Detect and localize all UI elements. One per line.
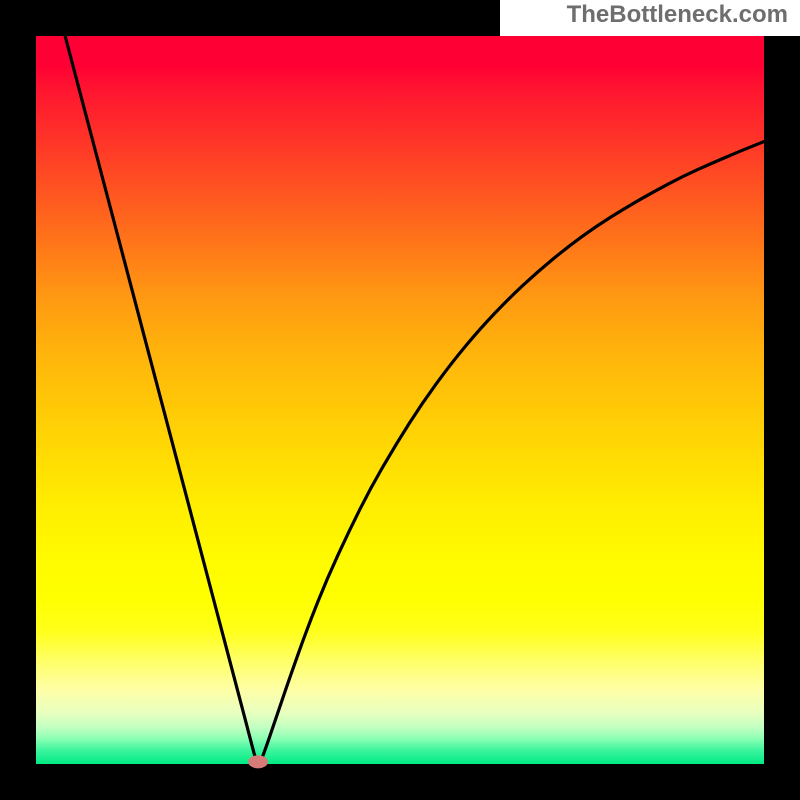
watermark-text: TheBottleneck.com (567, 1, 788, 28)
chart-container: TheBottleneck.com (0, 0, 800, 800)
optimal-point-marker (248, 755, 268, 768)
bottleneck-chart: TheBottleneck.com (0, 0, 800, 800)
chart-plot-area (36, 36, 764, 764)
